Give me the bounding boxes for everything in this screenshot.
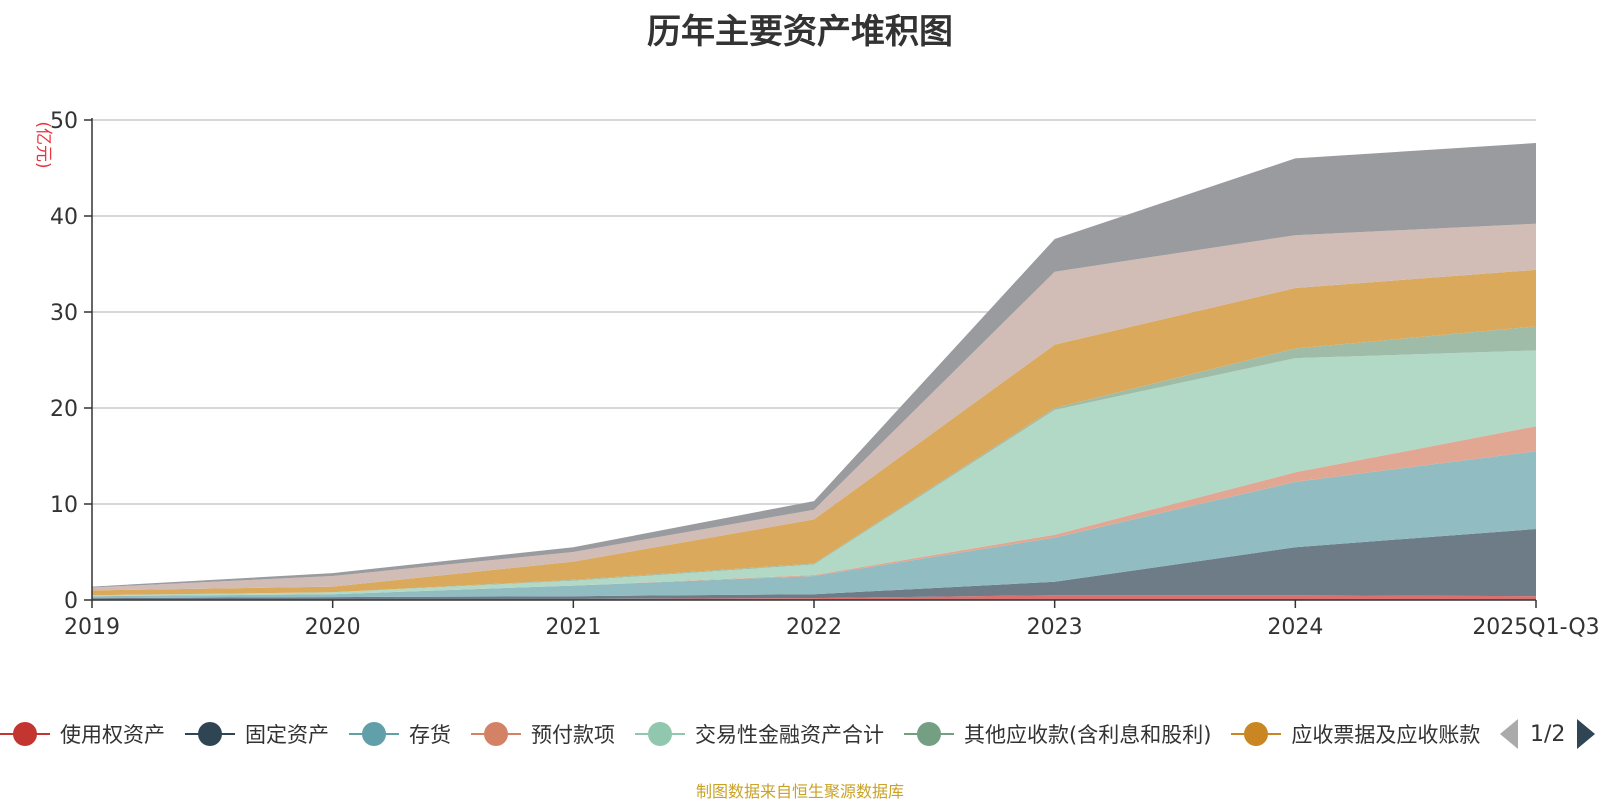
legend-marker-icon <box>635 721 685 747</box>
y-tick-label: 30 <box>50 301 78 326</box>
y-tick-label: 10 <box>50 493 78 518</box>
legend-item[interactable]: 存货 <box>349 716 451 752</box>
legend-pager: 1/2 <box>1500 716 1596 752</box>
chart-title: 历年主要资产堆积图 <box>647 12 953 52</box>
area-8[interactable] <box>92 143 1536 588</box>
legend-marker-icon <box>349 721 399 747</box>
area-6[interactable] <box>92 269 1536 596</box>
legend-item[interactable]: 固定资产 <box>185 716 329 752</box>
x-tick-label: 2022 <box>786 615 842 640</box>
area-5[interactable] <box>92 326 1536 596</box>
y-tick-label: 0 <box>64 589 78 614</box>
legend-label: 应收票据及应收账款 <box>1291 723 1480 747</box>
x-tick-label: 2024 <box>1267 615 1323 640</box>
legend-item[interactable]: 使用权资产 <box>0 716 165 752</box>
area-0[interactable] <box>92 595 1536 600</box>
legend-label: 其他应收款(含利息和股利) <box>964 723 1212 747</box>
y-tick-label: 40 <box>50 205 78 230</box>
legend-page-indicator: 1/2 <box>1530 721 1566 747</box>
legend-marker-icon <box>185 721 235 747</box>
legend-item[interactable]: 交易性金融资产合计 <box>635 716 884 752</box>
area-series <box>92 143 1536 600</box>
area-4[interactable] <box>92 350 1536 597</box>
x-tick-label: 2020 <box>305 615 361 640</box>
legend-marker-icon <box>1231 721 1282 747</box>
legend-item[interactable]: 其他应收款(含利息和股利) <box>904 716 1211 752</box>
legend-label: 固定资产 <box>245 723 329 747</box>
area-7[interactable] <box>92 223 1536 591</box>
legend-label: 使用权资产 <box>60 723 165 747</box>
y-axis-unit-label: (亿元) <box>33 121 53 168</box>
legend-item[interactable]: 应收票据及应收账款 <box>1231 716 1480 752</box>
x-tick-label: 2021 <box>545 615 601 640</box>
x-tick-label: 2023 <box>1027 615 1083 640</box>
data-source-note: 制图数据来自恒生聚源数据库 <box>695 782 904 801</box>
legend-marker-icon <box>471 721 521 747</box>
legend-marker-icon <box>0 721 50 747</box>
legend-label: 交易性金融资产合计 <box>695 723 884 747</box>
axes: 0 10 20 30 40 50 2019 2020 2021 2022 2023 2024 2025Q… <box>50 109 1600 640</box>
area-1[interactable] <box>92 529 1536 599</box>
y-tick-label: 20 <box>50 397 78 422</box>
legend-marker-icon <box>904 721 954 747</box>
legend-label: 预付款项 <box>531 723 615 747</box>
y-tick-label: 50 <box>50 109 78 134</box>
stacked-area-chart: 0 10 20 30 40 50 2019 2020 2021 2022 2023 2024 2025Q… <box>33 109 1600 640</box>
area-2[interactable] <box>92 451 1536 599</box>
legend-prev-page-icon[interactable] <box>1500 719 1518 749</box>
x-tick-label: 2019 <box>64 615 120 640</box>
legend-next-page-icon[interactable] <box>1577 719 1596 749</box>
legend-label: 存货 <box>409 723 451 747</box>
x-tick-label: 2025Q1-Q3 <box>1472 615 1599 640</box>
legend-item[interactable]: 预付款项 <box>471 716 615 752</box>
legend: 使用权资产 固定资产 存货 预付款项 交易性金融资产合计 其他应收款(含利息和股利) 应收票… <box>0 716 1480 752</box>
